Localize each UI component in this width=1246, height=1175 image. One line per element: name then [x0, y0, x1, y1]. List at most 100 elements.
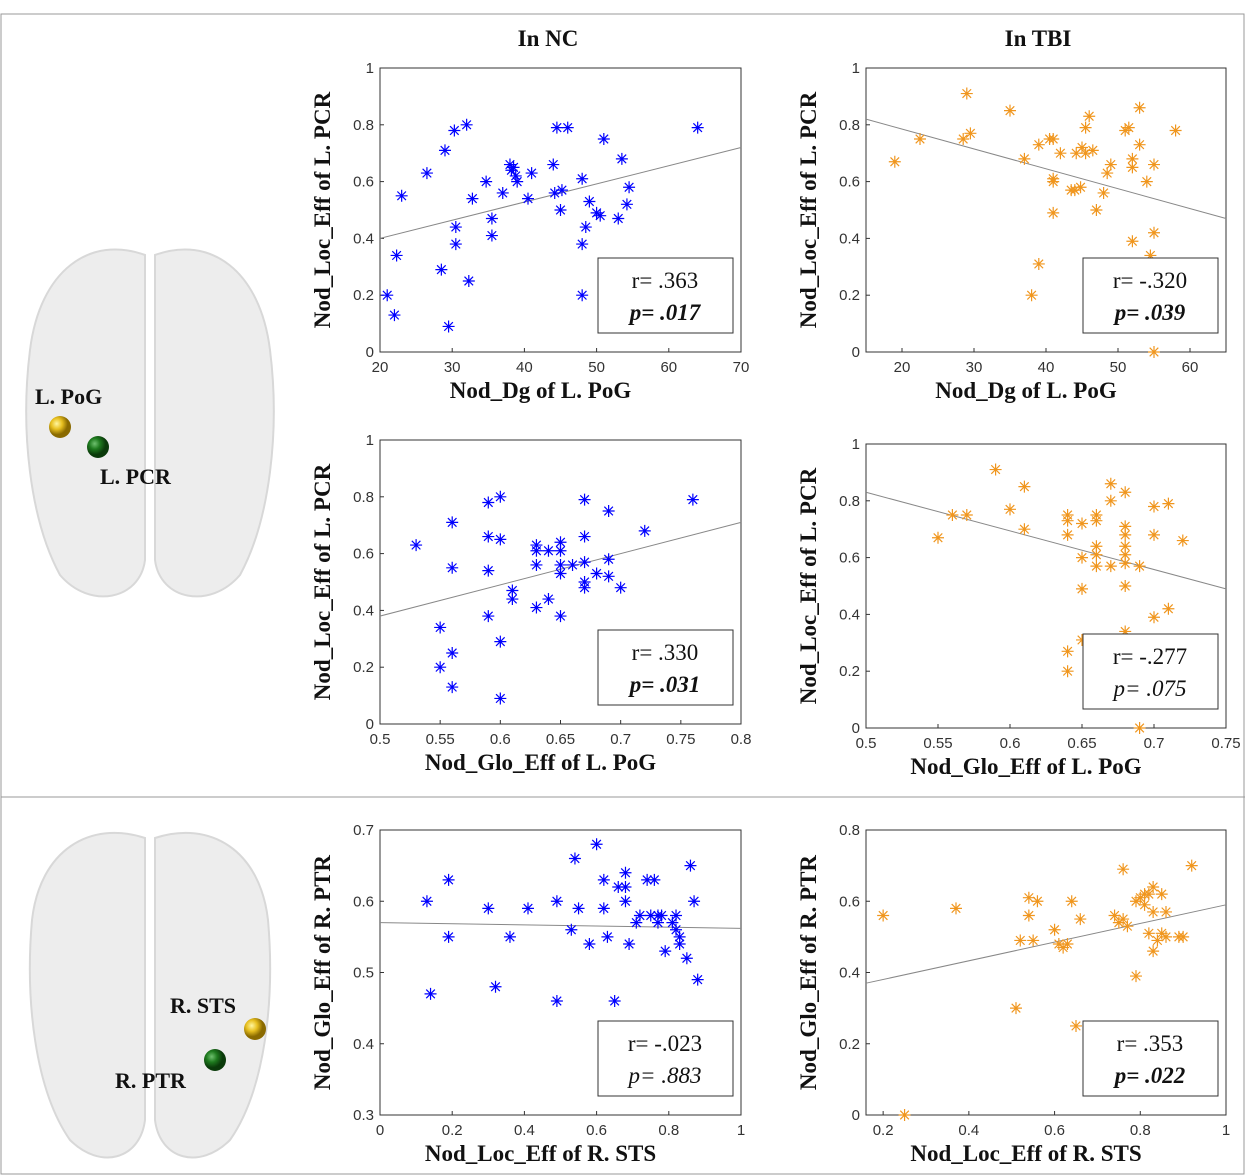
point	[485, 212, 498, 225]
point	[888, 155, 901, 168]
y-tick-label: 0	[366, 344, 374, 361]
x-tick-label: 40	[516, 359, 533, 376]
y-tick-label: 0.2	[353, 287, 374, 304]
point	[506, 593, 519, 606]
fit-line	[379, 922, 742, 929]
point	[1090, 204, 1103, 216]
point	[612, 212, 625, 225]
p-label: p= .075	[1111, 676, 1186, 701]
point	[390, 249, 403, 262]
x-tick-label: 0.5	[370, 731, 391, 748]
fit-line	[865, 491, 1227, 590]
point	[597, 902, 610, 915]
p-label: p= .017	[628, 300, 702, 325]
point	[1130, 970, 1142, 983]
point	[1160, 905, 1172, 918]
point	[1160, 930, 1172, 943]
point	[410, 539, 423, 552]
point	[1119, 520, 1132, 533]
point	[597, 873, 610, 886]
x-tick-label: 0.6	[1000, 735, 1021, 752]
point	[1032, 138, 1045, 151]
point	[503, 930, 516, 943]
point	[1031, 895, 1044, 908]
x-tick-label: 0.4	[514, 1122, 535, 1139]
point	[566, 558, 579, 571]
point	[1076, 633, 1088, 646]
point	[482, 902, 495, 915]
y-axis-label: Nod_Loc_Eff of L. PCR	[310, 91, 335, 328]
point	[1061, 514, 1074, 527]
point	[1119, 625, 1132, 638]
y-tick-label: 0	[852, 720, 860, 737]
point	[542, 544, 555, 557]
x-tick-label: 40	[1038, 359, 1055, 376]
frame	[0, 13, 1245, 1175]
point	[434, 621, 447, 634]
point	[684, 859, 697, 872]
point	[1119, 557, 1132, 570]
point	[1054, 147, 1067, 160]
point	[1032, 257, 1045, 270]
point	[1047, 175, 1060, 188]
y-tick-label: 0.8	[839, 822, 860, 839]
point	[673, 930, 686, 943]
point	[496, 186, 509, 199]
stat-box	[1082, 1020, 1219, 1097]
x-tick-label: 0.6	[490, 731, 511, 748]
y-tick-label: 0.8	[839, 117, 860, 134]
y-tick-label: 0.2	[839, 287, 860, 304]
point	[1119, 548, 1132, 561]
point	[1090, 540, 1103, 553]
point	[1147, 905, 1160, 918]
point	[1061, 528, 1074, 541]
point	[583, 938, 596, 950]
point	[1004, 104, 1016, 117]
point	[1079, 121, 1092, 134]
x-tick-label: 0.65	[1067, 735, 1096, 752]
point	[877, 909, 890, 922]
point	[964, 127, 977, 140]
fit-line	[865, 118, 1227, 220]
point	[554, 567, 567, 580]
point	[482, 564, 495, 577]
point	[568, 852, 581, 865]
y-tick-label: 0.8	[353, 489, 374, 506]
point	[1126, 235, 1139, 248]
point	[655, 909, 668, 922]
point	[1119, 486, 1132, 499]
point	[641, 873, 654, 886]
point	[555, 184, 568, 197]
x-tick-label: 30	[966, 359, 983, 376]
y-tick-label: 0.4	[839, 230, 860, 247]
point	[1133, 138, 1146, 151]
point	[615, 152, 628, 165]
point	[576, 289, 589, 302]
node	[204, 1049, 226, 1071]
point	[619, 895, 632, 908]
point	[1104, 560, 1117, 573]
x-tick-label: 0.5	[856, 735, 877, 752]
point	[522, 902, 535, 915]
p-label: p= .022	[1113, 1063, 1186, 1088]
brain	[25, 248, 275, 1159]
point	[1061, 645, 1074, 658]
point	[1147, 881, 1160, 893]
point	[666, 916, 679, 929]
point	[511, 175, 524, 188]
point	[619, 866, 632, 879]
point	[1076, 141, 1088, 154]
x-tick-label: 20	[894, 359, 911, 376]
point	[1117, 863, 1130, 876]
point	[590, 838, 603, 851]
point	[1126, 152, 1139, 165]
y-tick-label: 0.2	[839, 1036, 860, 1053]
point	[1025, 289, 1038, 302]
point	[1101, 167, 1114, 180]
x-tick-label: 0.75	[1211, 735, 1240, 752]
point	[1108, 909, 1121, 922]
y-tick-label: 0.3	[353, 1107, 374, 1124]
node	[87, 436, 109, 458]
x-tick-label: 0.8	[658, 1122, 679, 1139]
x-axis-label: Nod_Dg of L. PoG	[935, 378, 1117, 403]
